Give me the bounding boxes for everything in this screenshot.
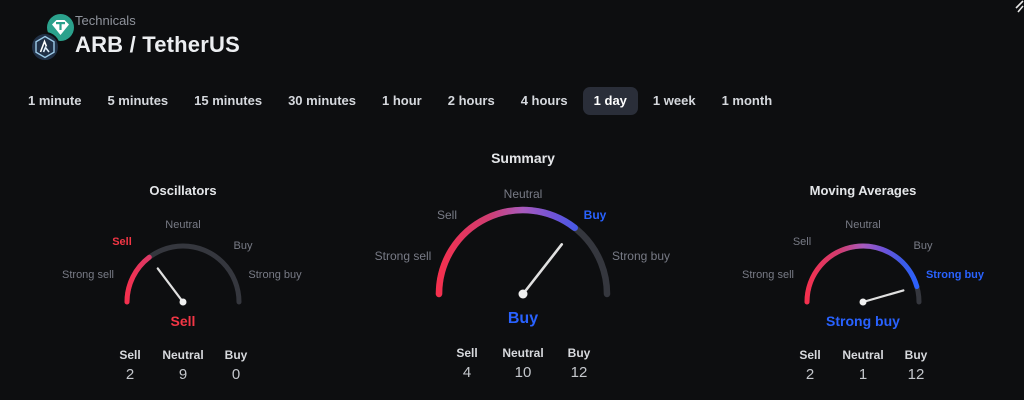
count-value: 2 [805,366,815,383]
count-value: 12 [570,364,588,381]
symbol-logo-pair [30,13,76,63]
scale-label-neutral: Neutral [845,219,881,231]
count-col-buy: Buy 0 [210,348,263,383]
timeframe-tab-1-month[interactable]: 1 month [721,93,773,108]
count-value: 12 [907,366,925,383]
count-header: Sell [799,348,821,362]
gauge-track-arc [124,243,242,305]
timeframe-tab-4-hours[interactable]: 4 hours [520,93,568,108]
scale-label-sell: Sell [112,236,132,248]
widget-subtitle: Technicals [75,13,136,28]
gauge-needle-hub [179,298,187,306]
timeframe-tab-1-week[interactable]: 1 week [652,93,696,108]
speedometer-dial [435,206,611,299]
gauge-reading: Strong buy [826,313,900,329]
gauge-track-arc [435,206,611,298]
count-col-sell: Sell 2 [784,348,837,383]
count-header: Neutral [502,346,544,360]
signal-counts: Sell 2 Neutral 1 Buy 12 [733,348,993,383]
scale-label-neutral: Neutral [503,187,543,201]
gauge-reading: Buy [507,310,539,327]
timeframe-tabs: 1 minute 5 minutes 15 minutes 30 minutes… [28,87,773,115]
count-header: Sell [456,346,478,360]
count-header: Neutral [842,348,884,362]
scale-label-sell: Sell [792,236,812,248]
scale-label-strong-buy: Strong buy [611,249,671,263]
scale-label-strong-buy: Strong buy [925,269,985,281]
scale-label-neutral: Neutral [165,219,201,231]
gauge-needle [861,289,905,304]
speedometer-dial [124,243,242,306]
signal-counts: Sell 2 Neutral 9 Buy 0 [53,348,313,383]
oscillators-gauge: Oscillators Strong sell Sell Neutral Buy… [53,183,313,383]
count-col-neutral: Neutral 1 [837,348,890,383]
timeframe-tab-1-hour[interactable]: 1 hour [382,93,422,108]
gauge-needle-hub [518,289,528,299]
gauge-title: Oscillators [149,183,217,198]
count-header: Buy [567,346,591,360]
count-col-neutral: Neutral 9 [157,348,210,383]
speedometer-dial [804,243,922,306]
gauge-needle [521,243,564,296]
count-col-sell: Sell 2 [104,348,157,383]
arbitrum-logo-icon [30,32,60,62]
count-value: 1 [858,366,868,383]
count-col-neutral: Neutral 10 [495,346,551,381]
summary-gauge: Summary Strong sell Sell Neutral Buy Str… [373,150,673,381]
scale-label-buy: Buy [233,240,253,252]
gauge-value-arc [804,243,920,305]
timeframe-tab-1-day[interactable]: 1 day [582,87,638,115]
timeframe-tab-1-minute[interactable]: 1 minute [28,93,82,108]
count-header: Buy [224,348,248,362]
timeframe-tab-5-minutes[interactable]: 5 minutes [107,93,169,108]
moving-averages-gauge: Moving Averages Strong sell Sell Neutral… [733,183,993,383]
count-value: 0 [231,366,241,383]
scale-label-strong-sell: Strong sell [62,269,114,281]
count-header: Neutral [162,348,204,362]
gauge-reading: Sell [170,313,196,329]
timeframe-tab-30-minutes[interactable]: 30 minutes [288,93,356,108]
timeframe-tab-15-minutes[interactable]: 15 minutes [194,93,263,108]
gauge-needle-hub [859,298,867,306]
gauge-value-arc [435,206,578,298]
count-value: 10 [514,364,532,381]
gauge-title: Summary [491,150,555,166]
gauge-value-arc [124,254,152,305]
count-header: Buy [904,348,928,362]
tether-logo-icon [47,14,74,41]
scale-label-strong-buy: Strong buy [248,269,302,281]
scale-label-strong-sell: Strong sell [742,269,794,281]
gauge-title: Moving Averages [809,183,917,198]
gauge-track-arc [804,243,922,305]
scale-label-sell: Sell [436,208,458,222]
count-value: 2 [125,366,135,383]
count-col-buy: Buy 12 [890,348,943,383]
scale-label-buy: Buy [583,208,607,222]
count-col-buy: Buy 12 [551,346,607,381]
gauge-needle [156,267,185,304]
scale-label-buy: Buy [913,240,933,252]
timeframe-tab-2-hours[interactable]: 2 hours [447,93,495,108]
cursor-artifact [1015,0,1024,13]
count-value: 9 [178,366,188,383]
count-header: Sell [119,348,141,362]
scale-label-strong-sell: Strong sell [374,249,432,263]
signal-counts: Sell 4 Neutral 10 Buy 12 [373,346,673,381]
symbol-title: ARB / TetherUS [75,32,240,57]
count-value: 4 [462,364,472,381]
count-col-sell: Sell 4 [439,346,495,381]
